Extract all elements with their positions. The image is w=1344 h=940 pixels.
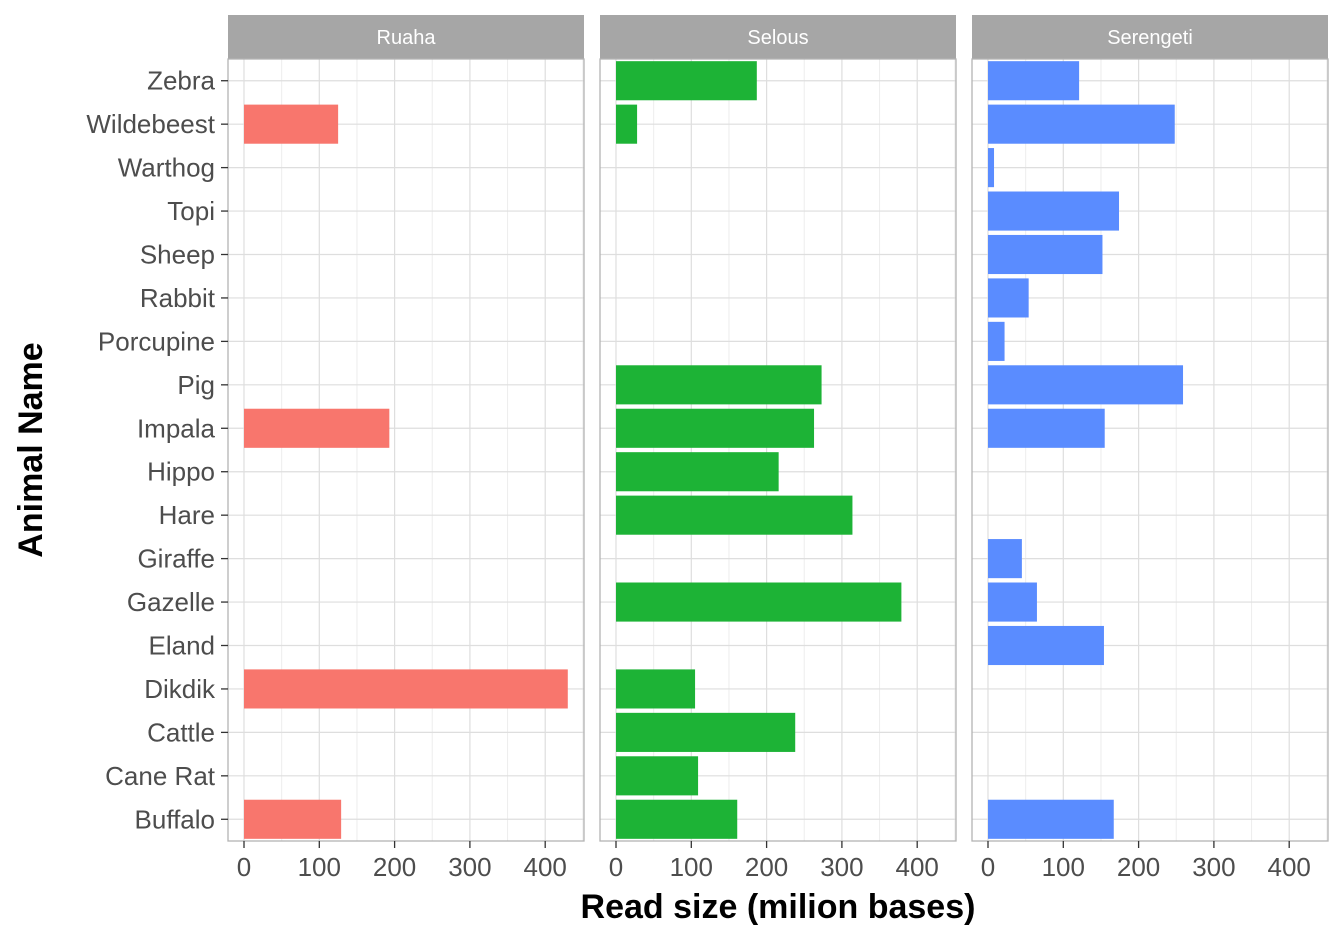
- bar-ruaha-wildebeest: [244, 104, 339, 144]
- bar-serengeti-warthog: [988, 148, 995, 188]
- y-tick-label: Giraffe: [137, 544, 215, 574]
- bar-serengeti-giraffe: [988, 539, 1022, 579]
- bar-selous-pig: [616, 365, 822, 405]
- x-tick-label: 200: [373, 852, 416, 882]
- bar-serengeti-wildebeest: [988, 104, 1175, 144]
- y-tick-label: Cattle: [147, 717, 215, 747]
- bar-serengeti-sheep: [988, 234, 1103, 275]
- facet-strip: [600, 15, 956, 59]
- y-tick-label: Dikdik: [144, 674, 216, 704]
- bar-serengeti-gazelle: [988, 582, 1037, 622]
- y-tick-label: Sheep: [140, 240, 215, 270]
- bar-selous-hippo: [616, 452, 779, 492]
- x-tick-label: 300: [820, 852, 863, 882]
- y-tick-label: Topi: [167, 196, 215, 226]
- y-tick-label: Rabbit: [140, 283, 216, 313]
- facet-strip: [972, 15, 1328, 59]
- bar-ruaha-impala: [244, 408, 390, 448]
- bar-selous-impala: [616, 408, 815, 448]
- y-tick-label: Buffalo: [135, 804, 215, 834]
- bar-selous-cattle: [616, 712, 796, 752]
- y-tick-label: Pig: [177, 370, 215, 400]
- y-tick-label: Wildebeest: [86, 109, 215, 139]
- facet-strip-label: Serengeti: [1107, 27, 1193, 49]
- bar-ruaha-buffalo: [244, 799, 342, 839]
- y-tick-label: Hippo: [147, 457, 215, 487]
- y-tick-label: Impala: [137, 413, 216, 443]
- x-axis-title: Read size (milion bases): [581, 888, 976, 926]
- x-tick-label: 100: [670, 852, 713, 882]
- x-tick-label: 300: [1192, 852, 1235, 882]
- x-tick-label: 200: [745, 852, 788, 882]
- facet-strip: [228, 15, 584, 59]
- x-tick-label: 100: [1042, 852, 1085, 882]
- x-tick-label: 400: [524, 852, 567, 882]
- y-tick-label: Hare: [159, 500, 215, 530]
- y-tick-label: Eland: [149, 631, 216, 661]
- bar-selous-zebra: [616, 61, 757, 101]
- x-tick-label: 200: [1117, 852, 1160, 882]
- bar-serengeti-buffalo: [988, 799, 1114, 839]
- x-tick-label: 400: [1268, 852, 1311, 882]
- x-tick-label: 0: [981, 852, 995, 882]
- x-tick-label: 300: [448, 852, 491, 882]
- y-tick-label: Warthog: [118, 153, 215, 183]
- bar-selous-hare: [616, 495, 853, 535]
- facet-strip-label: Selous: [747, 27, 808, 49]
- y-tick-label: Zebra: [147, 66, 215, 96]
- bar-selous-cane-rat: [616, 756, 699, 796]
- y-axis-tick-labels: Zebra Wildebeest Warthog Topi Sheep Rabbit Por…: [86, 66, 228, 834]
- facet-panel-selous: Selous 0 100 200 300 400: [599, 15, 957, 882]
- y-axis-title: Animal Name: [12, 342, 50, 557]
- bar-serengeti-impala: [988, 408, 1105, 448]
- x-tick-label: 0: [237, 852, 251, 882]
- x-tick-label: 0: [609, 852, 623, 882]
- facet-strip-label: Ruaha: [377, 27, 437, 49]
- panel-border: [227, 58, 585, 842]
- bar-selous-dikdik: [616, 669, 696, 709]
- panel-border: [599, 58, 957, 842]
- panel-border: [971, 58, 1329, 842]
- bar-selous-buffalo: [616, 799, 738, 839]
- x-tick-label: 100: [298, 852, 341, 882]
- bar-selous-gazelle: [616, 582, 902, 622]
- x-tick-label: 400: [896, 852, 939, 882]
- facet-panel-ruaha: Ruaha 0 100 200 300 400: [227, 15, 585, 882]
- facet-panel-serengeti: Serengeti 0 100 200 300 400: [971, 15, 1329, 882]
- bar-ruaha-dikdik: [244, 669, 568, 709]
- bar-serengeti-rabbit: [988, 278, 1029, 318]
- bar-serengeti-eland: [988, 625, 1104, 666]
- y-tick-label: Gazelle: [127, 587, 215, 617]
- bar-serengeti-topi: [988, 191, 1120, 231]
- y-tick-label: Porcupine: [98, 326, 215, 356]
- bar-serengeti-zebra: [988, 61, 1080, 101]
- bar-serengeti-porcupine: [988, 321, 1005, 361]
- bar-selous-wildebeest: [616, 104, 638, 144]
- y-tick-label: Cane Rat: [105, 761, 216, 791]
- bar-serengeti-pig: [988, 365, 1184, 405]
